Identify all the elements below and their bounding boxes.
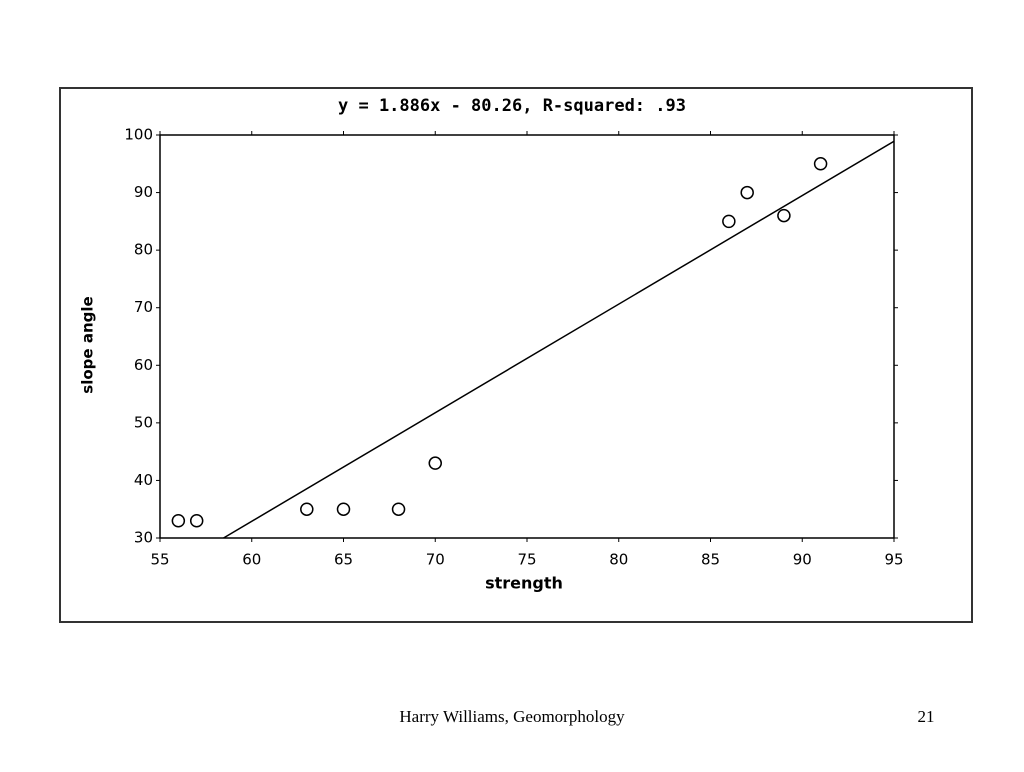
data-point — [391, 502, 406, 516]
x-axis-label: strength — [485, 574, 563, 593]
y-tick-label: 40 — [134, 471, 153, 489]
y-axis-label: slope angle — [79, 296, 97, 393]
trend-line — [223, 140, 895, 539]
x-tick-label: 55 — [150, 551, 169, 569]
y-tick-label: 60 — [134, 356, 153, 374]
x-tick-label: 85 — [701, 551, 720, 569]
data-point — [722, 214, 736, 229]
x-tick-label: 70 — [426, 551, 445, 569]
data-point — [813, 157, 828, 171]
page-number: 21 — [918, 707, 935, 726]
x-tick-label: 95 — [884, 551, 903, 569]
x-tick-label: 90 — [793, 551, 812, 569]
footer-author: Harry Williams, Geomorphology — [399, 707, 625, 726]
data-point — [171, 513, 186, 528]
data-point — [300, 502, 314, 516]
y-tick-label: 100 — [124, 126, 153, 144]
data-point — [336, 502, 351, 516]
y-tick-label: 90 — [134, 183, 153, 201]
chart-title: y = 1.886x - 80.26, R-squared: .93 — [338, 96, 686, 116]
x-tick-label: 80 — [609, 551, 628, 569]
plot-area — [159, 134, 895, 539]
x-tick-label: 75 — [517, 551, 536, 569]
x-tick-label: 65 — [334, 551, 353, 569]
y-tick-label: 50 — [134, 413, 153, 431]
y-tick-label: 70 — [134, 298, 153, 316]
chart-frame — [59, 87, 973, 623]
data-point — [777, 208, 791, 223]
data-point — [189, 513, 204, 528]
x-tick-label: 60 — [242, 551, 261, 569]
y-tick-label: 80 — [134, 241, 153, 259]
data-point — [740, 185, 754, 200]
data-point — [428, 456, 442, 470]
y-tick-label: 30 — [134, 529, 153, 547]
